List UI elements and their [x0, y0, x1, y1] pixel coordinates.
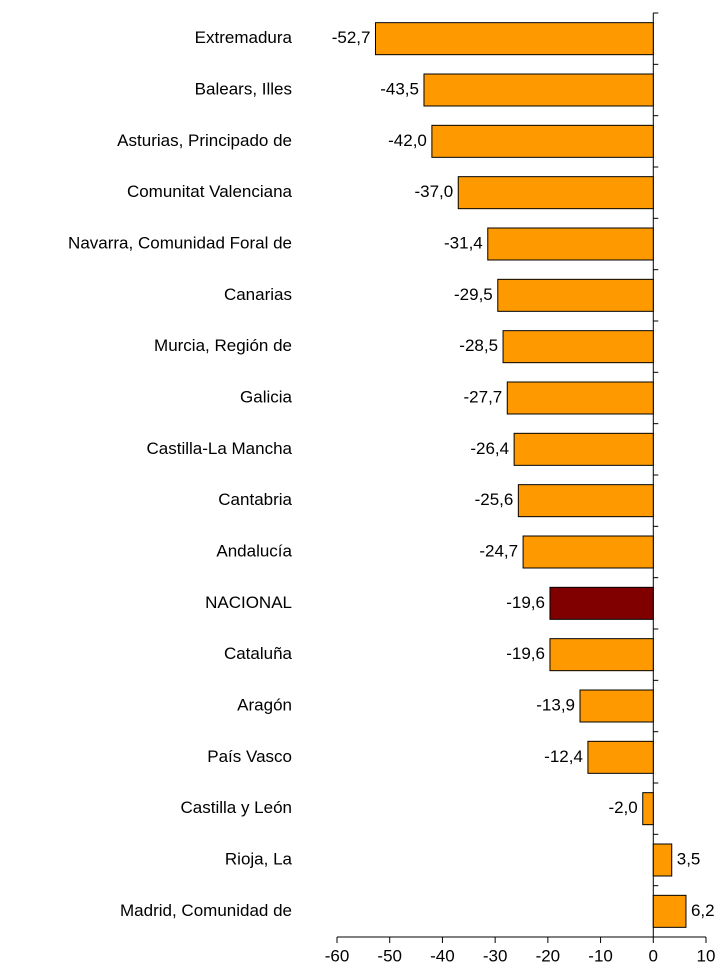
y-tick-label: Asturias, Principado de: [117, 131, 292, 150]
x-tick-label: -60: [325, 946, 350, 965]
bar: [457, 176, 654, 210]
bar: [513, 432, 654, 466]
value-label: -52,7: [332, 28, 371, 47]
value-label: -29,5: [454, 285, 493, 304]
y-tick-label: Castilla y León: [180, 798, 292, 817]
value-label: -37,0: [414, 182, 453, 201]
value-label: -2,0: [608, 798, 637, 817]
y-tick-label: Canarias: [224, 285, 292, 304]
bar: [652, 843, 673, 877]
value-label: 6,2: [691, 901, 715, 920]
value-label: -26,4: [470, 439, 509, 458]
y-tick-label: Galicia: [240, 387, 293, 406]
y-tick-label: Rioja, La: [225, 849, 293, 868]
y-tick-label: Andalucía: [216, 541, 292, 560]
x-tick-label: 0: [649, 946, 658, 965]
bar: [549, 638, 654, 672]
y-tick-label: Comunitat Valenciana: [127, 182, 293, 201]
bar: [502, 330, 654, 364]
y-tick-label: Madrid, Comunidad de: [120, 901, 292, 920]
y-tick-label: Cataluña: [224, 644, 293, 663]
value-label: -28,5: [459, 336, 498, 355]
bar: [587, 740, 654, 774]
bar: [579, 689, 654, 723]
y-tick-label: Navarra, Comunidad Foral de: [68, 233, 292, 252]
value-label: -24,7: [479, 541, 518, 560]
x-tick-label: -20: [536, 946, 561, 965]
x-tick-label: -30: [483, 946, 508, 965]
bar: [522, 535, 654, 569]
bar: [652, 894, 687, 928]
x-tick-label: -50: [377, 946, 402, 965]
value-label: -31,4: [444, 233, 483, 252]
bar: [374, 22, 654, 56]
value-label: -13,9: [536, 695, 575, 714]
bar: [642, 792, 654, 826]
value-label: -27,7: [464, 387, 503, 406]
y-tick-label: NACIONAL: [205, 593, 292, 612]
y-tick-label: Extremadura: [195, 28, 293, 47]
bar: [431, 124, 654, 158]
value-label: -12,4: [544, 747, 583, 766]
y-tick-label: País Vasco: [207, 747, 292, 766]
y-tick-label: Castilla-La Mancha: [146, 439, 292, 458]
y-tick-label: Aragón: [237, 695, 292, 714]
value-label: 3,5: [677, 849, 701, 868]
bar: [517, 484, 654, 518]
bar: [497, 278, 654, 312]
value-label: -42,0: [388, 131, 427, 150]
bar: [549, 586, 654, 620]
value-label: -25,6: [475, 490, 514, 509]
x-tick-label: 10: [697, 946, 716, 965]
bar: [506, 381, 654, 415]
bar: [423, 73, 654, 107]
x-tick-label: -40: [430, 946, 455, 965]
y-tick-label: Balears, Illes: [195, 79, 292, 98]
value-label: -43,5: [380, 79, 419, 98]
value-label: -19,6: [506, 644, 545, 663]
y-tick-label: Murcia, Región de: [154, 336, 292, 355]
bar: [487, 227, 654, 261]
value-label: -19,6: [506, 593, 545, 612]
y-tick-label: Cantabria: [218, 490, 292, 509]
x-tick-label: -10: [588, 946, 613, 965]
